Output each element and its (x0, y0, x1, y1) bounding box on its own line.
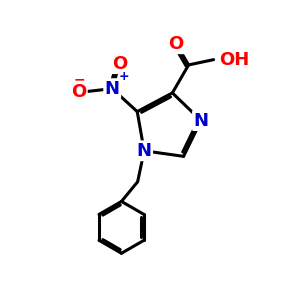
Text: N: N (105, 80, 120, 98)
Text: O: O (71, 82, 86, 100)
Text: OH: OH (219, 51, 249, 69)
Text: N: N (136, 142, 152, 160)
Text: O: O (169, 35, 184, 53)
Text: O: O (112, 55, 127, 73)
Text: N: N (194, 112, 208, 130)
Text: −: − (73, 72, 85, 86)
Text: +: + (119, 70, 129, 83)
